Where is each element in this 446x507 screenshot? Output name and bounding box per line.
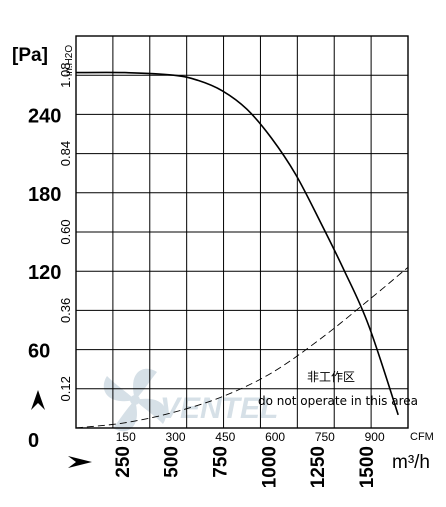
y-tick-inh2o: 0.36 — [58, 298, 73, 323]
x-tick-m3h: 1000 — [259, 446, 280, 488]
up-arrow-icon — [31, 390, 45, 410]
plot-frame — [75, 35, 409, 429]
y-ticks-inh2o: 0.12 0.36 0.60 0.84 1.08 — [58, 63, 73, 402]
y-tick-pa: 180 — [28, 184, 61, 206]
curves — [75, 71, 409, 429]
system-curve-line — [75, 266, 409, 429]
y-tick-inh2o: 1.08 — [58, 63, 73, 88]
x-tick-cfm: 900 — [365, 430, 385, 444]
y-unit-pa: [Pa] — [12, 45, 48, 66]
annotation-cn: 非工作区 — [307, 370, 355, 384]
x-tick-m3h: 750 — [210, 446, 231, 478]
y-unit-inh2o: in.H2O — [64, 45, 75, 76]
x-unit-cfm: CFM — [410, 431, 434, 443]
x-tick-cfm: 300 — [166, 430, 186, 444]
y-tick-inh2o: 0.60 — [58, 219, 73, 244]
y-ticks-pa: 0 60 120 180 240 — [28, 105, 61, 452]
x-tick-cfm: 150 — [116, 430, 136, 444]
y-tick-inh2o: 0.12 — [58, 376, 73, 401]
x-tick-cfm: 450 — [215, 430, 235, 444]
x-tick-m3h: 1250 — [308, 446, 329, 488]
fan-curve-line — [75, 71, 399, 416]
y-tick-pa: 60 — [28, 341, 50, 363]
y-tick-pa: 120 — [28, 262, 61, 284]
y-tick-pa: 0 — [28, 430, 39, 452]
x-ticks-m3h: 250 500 750 1000 1250 1500 — [113, 446, 378, 488]
right-arrow-icon — [68, 456, 92, 468]
x-tick-m3h: 1500 — [357, 446, 378, 488]
y-tick-inh2o: 0.84 — [58, 141, 73, 166]
x-unit-m3h: m³/h — [392, 452, 430, 473]
x-tick-cfm: 600 — [265, 430, 285, 444]
y-tick-pa: 240 — [28, 105, 61, 127]
watermark: VENTEL — [103, 368, 278, 432]
x-tick-m3h: 500 — [162, 446, 183, 478]
x-tick-cfm: 750 — [315, 430, 335, 444]
x-tick-m3h: 250 — [113, 446, 134, 478]
x-ticks-cfm: 150 300 450 600 750 900 — [116, 430, 385, 444]
grid-lines — [76, 36, 408, 428]
annotation-en: do not operate in this area — [258, 394, 418, 408]
